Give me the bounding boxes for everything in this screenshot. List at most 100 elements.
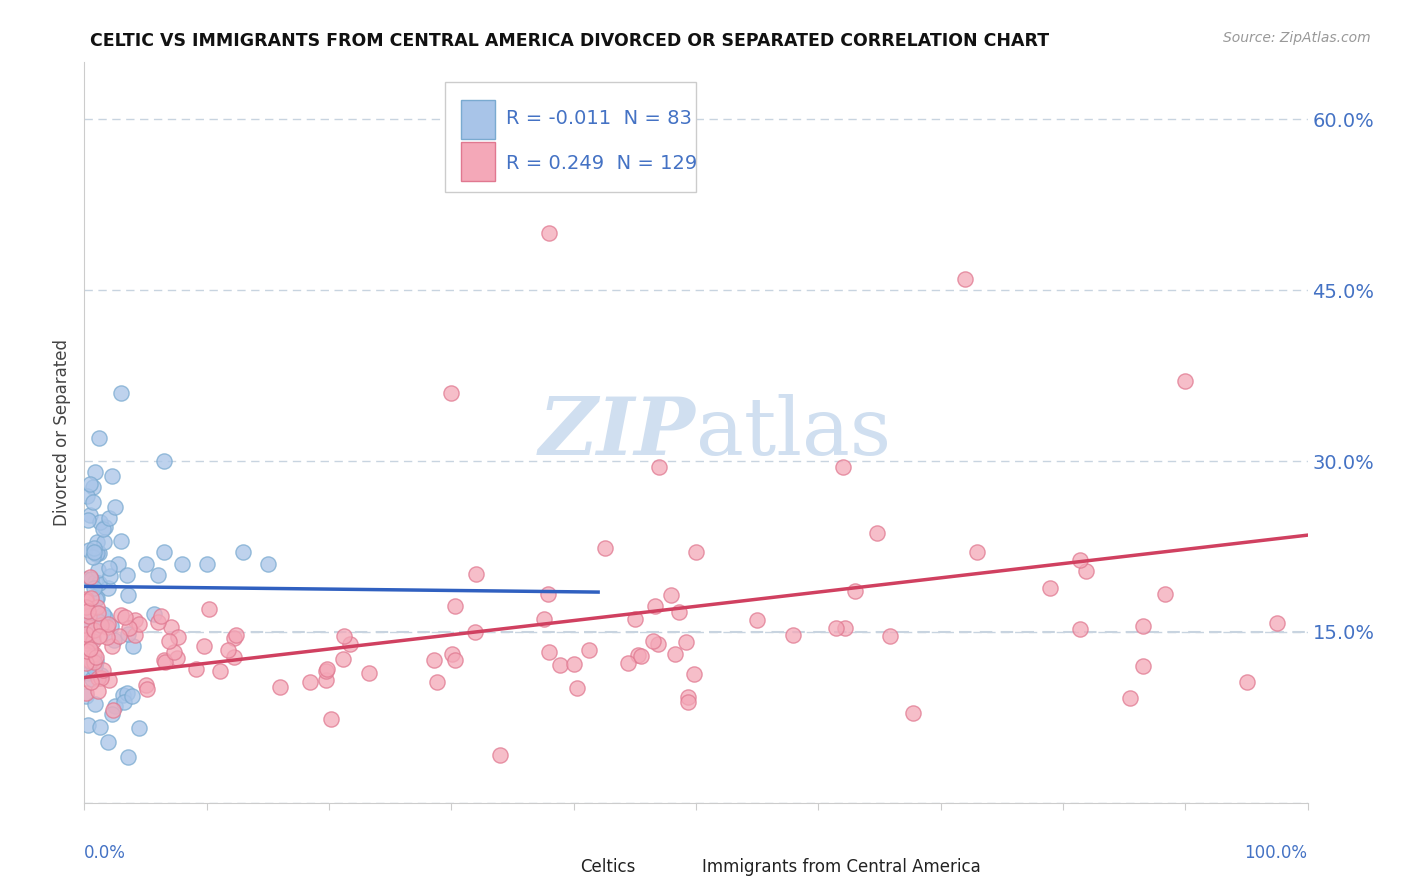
Point	[1132, 659, 1154, 673]
Point	[110, 385, 132, 400]
Text: Immigrants from Central America: Immigrants from Central America	[702, 858, 981, 876]
Point	[83, 581, 105, 595]
Point	[1039, 582, 1062, 596]
Point	[232, 545, 254, 559]
Point	[143, 607, 166, 621]
Point	[77, 666, 100, 681]
Point	[86, 599, 108, 614]
Point	[75, 656, 97, 670]
Point	[166, 650, 188, 665]
Point	[444, 599, 467, 613]
Point	[76, 489, 98, 503]
Point	[83, 545, 105, 559]
Point	[77, 542, 100, 557]
Text: R = -0.011  N = 83: R = -0.011 N = 83	[506, 109, 692, 128]
Point	[195, 557, 218, 571]
Point	[153, 655, 176, 669]
Point	[146, 568, 169, 582]
Point	[1069, 622, 1091, 636]
Point	[163, 645, 186, 659]
FancyBboxPatch shape	[446, 82, 696, 192]
Point	[79, 654, 101, 668]
Point	[82, 633, 104, 648]
Point	[128, 617, 150, 632]
Point	[121, 689, 143, 703]
Point	[1074, 564, 1097, 578]
Point	[150, 609, 173, 624]
Point	[84, 592, 107, 607]
Point	[464, 566, 486, 581]
Bar	[561, 842, 586, 868]
Point	[844, 584, 866, 599]
Point	[100, 619, 122, 633]
Point	[831, 459, 853, 474]
Point	[464, 624, 486, 639]
Point	[84, 657, 107, 672]
Point	[86, 546, 108, 560]
Point	[79, 476, 101, 491]
Bar	[461, 143, 495, 181]
Text: Celtics: Celtics	[579, 858, 636, 876]
Point	[617, 656, 640, 670]
Point	[953, 272, 976, 286]
Point	[84, 547, 107, 561]
Point	[87, 607, 110, 621]
Point	[97, 511, 120, 525]
Point	[441, 647, 464, 661]
Point	[550, 657, 572, 672]
Point	[93, 520, 115, 534]
Point	[567, 681, 589, 695]
Point	[537, 645, 560, 659]
Point	[82, 632, 104, 646]
Point	[101, 469, 124, 483]
Bar	[461, 100, 495, 138]
Point	[90, 671, 112, 685]
Point	[75, 617, 97, 632]
Point	[84, 574, 107, 589]
Point	[224, 650, 246, 665]
Point	[135, 557, 157, 571]
Point	[1236, 674, 1258, 689]
Point	[159, 620, 181, 634]
Point	[83, 647, 105, 661]
Point	[257, 557, 280, 571]
Point	[76, 644, 98, 658]
Point	[630, 649, 652, 664]
Point	[90, 618, 112, 632]
Point	[104, 698, 127, 713]
Point	[124, 613, 146, 627]
Point	[128, 721, 150, 735]
Point	[98, 561, 121, 575]
Point	[82, 495, 104, 509]
Point	[1174, 375, 1197, 389]
Point	[136, 681, 159, 696]
Point	[101, 703, 124, 717]
Point	[593, 541, 616, 555]
Point	[315, 673, 337, 688]
Point	[97, 581, 120, 595]
Point	[676, 690, 699, 705]
Point	[357, 666, 380, 681]
Point	[664, 647, 686, 661]
Point	[84, 465, 107, 479]
Point	[86, 591, 108, 606]
Point	[225, 628, 247, 642]
Point	[87, 683, 110, 698]
Point	[91, 664, 114, 678]
Point	[172, 557, 194, 571]
Point	[82, 549, 104, 564]
Point	[87, 431, 110, 445]
Point	[110, 608, 132, 623]
Text: Source: ZipAtlas.com: Source: ZipAtlas.com	[1223, 31, 1371, 45]
Point	[668, 605, 690, 619]
Text: R = 0.249  N = 129: R = 0.249 N = 129	[506, 153, 697, 172]
Point	[217, 643, 239, 657]
Point	[333, 629, 356, 643]
Point	[124, 628, 146, 642]
Point	[97, 735, 120, 749]
Point	[93, 535, 115, 549]
Point	[77, 718, 100, 732]
Point	[100, 707, 122, 722]
Point	[966, 545, 988, 559]
Point	[659, 588, 682, 602]
